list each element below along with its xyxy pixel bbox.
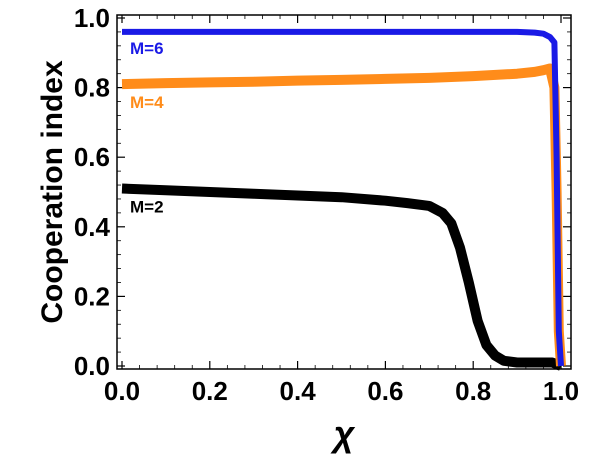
series-line-m4 xyxy=(121,63,566,367)
y-tick-label: 0.6 xyxy=(74,142,110,172)
x-tick-label: 0.8 xyxy=(455,376,491,406)
series-lines xyxy=(121,28,566,371)
y-tick-label: 0.8 xyxy=(74,73,110,103)
x-axis-title: χ xyxy=(330,413,356,454)
plot-frame xyxy=(116,14,572,370)
y-tick-label: 0.2 xyxy=(74,281,110,311)
x-tick-labels: 0.0 0.2 0.4 0.6 0.8 1.0 xyxy=(104,376,579,406)
y-tick-label: 0.0 xyxy=(74,351,110,381)
series-label-m6: M=6 xyxy=(130,39,164,58)
y-tick-label: 0.4 xyxy=(74,212,111,242)
x-tick-label: 0.2 xyxy=(192,376,228,406)
y-axis-title: Cooperation index xyxy=(36,60,69,324)
y-tick-labels: 0.0 0.2 0.4 0.6 0.8 1.0 xyxy=(74,3,111,381)
minor-ticks xyxy=(117,15,571,369)
x-tick-label: 0.0 xyxy=(104,376,140,406)
x-tick-label: 0.6 xyxy=(367,376,403,406)
x-tick-label: 1.0 xyxy=(543,376,579,406)
x-tick-label: 0.4 xyxy=(280,376,317,406)
series-line-m6 xyxy=(122,28,564,367)
series-line-m2 xyxy=(121,183,563,371)
series-label-m4: M=4 xyxy=(130,93,164,112)
series-label-m2: M=2 xyxy=(130,198,164,217)
y-tick-label: 1.0 xyxy=(74,3,110,33)
series-labels: M=6 M=4 M=2 xyxy=(130,39,164,217)
